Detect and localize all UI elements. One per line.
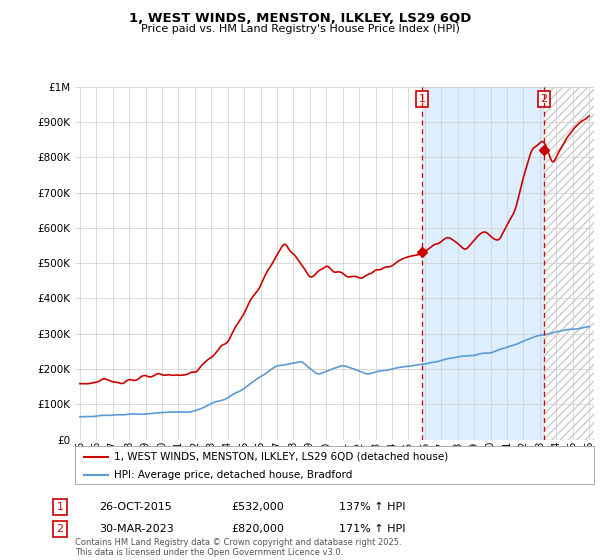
- Text: 26-OCT-2015: 26-OCT-2015: [99, 502, 172, 512]
- Bar: [544, 87, 600, 440]
- Text: 2: 2: [541, 94, 547, 104]
- Bar: [422, 87, 544, 440]
- Text: £532,000: £532,000: [231, 502, 284, 512]
- Text: Price paid vs. HM Land Registry's House Price Index (HPI): Price paid vs. HM Land Registry's House …: [140, 24, 460, 34]
- Text: 30-MAR-2023: 30-MAR-2023: [99, 524, 174, 534]
- Text: HPI: Average price, detached house, Bradford: HPI: Average price, detached house, Brad…: [114, 470, 352, 480]
- Text: 1: 1: [418, 94, 425, 104]
- Text: 1, WEST WINDS, MENSTON, ILKLEY, LS29 6QD: 1, WEST WINDS, MENSTON, ILKLEY, LS29 6QD: [129, 12, 471, 25]
- Text: 137% ↑ HPI: 137% ↑ HPI: [339, 502, 406, 512]
- Text: Contains HM Land Registry data © Crown copyright and database right 2025.
This d: Contains HM Land Registry data © Crown c…: [75, 538, 401, 557]
- Text: 1: 1: [56, 502, 64, 512]
- Text: 1, WEST WINDS, MENSTON, ILKLEY, LS29 6QD (detached house): 1, WEST WINDS, MENSTON, ILKLEY, LS29 6QD…: [114, 452, 448, 462]
- Text: 2: 2: [56, 524, 64, 534]
- Bar: [544, 87, 600, 440]
- Text: £820,000: £820,000: [231, 524, 284, 534]
- Text: 171% ↑ HPI: 171% ↑ HPI: [339, 524, 406, 534]
